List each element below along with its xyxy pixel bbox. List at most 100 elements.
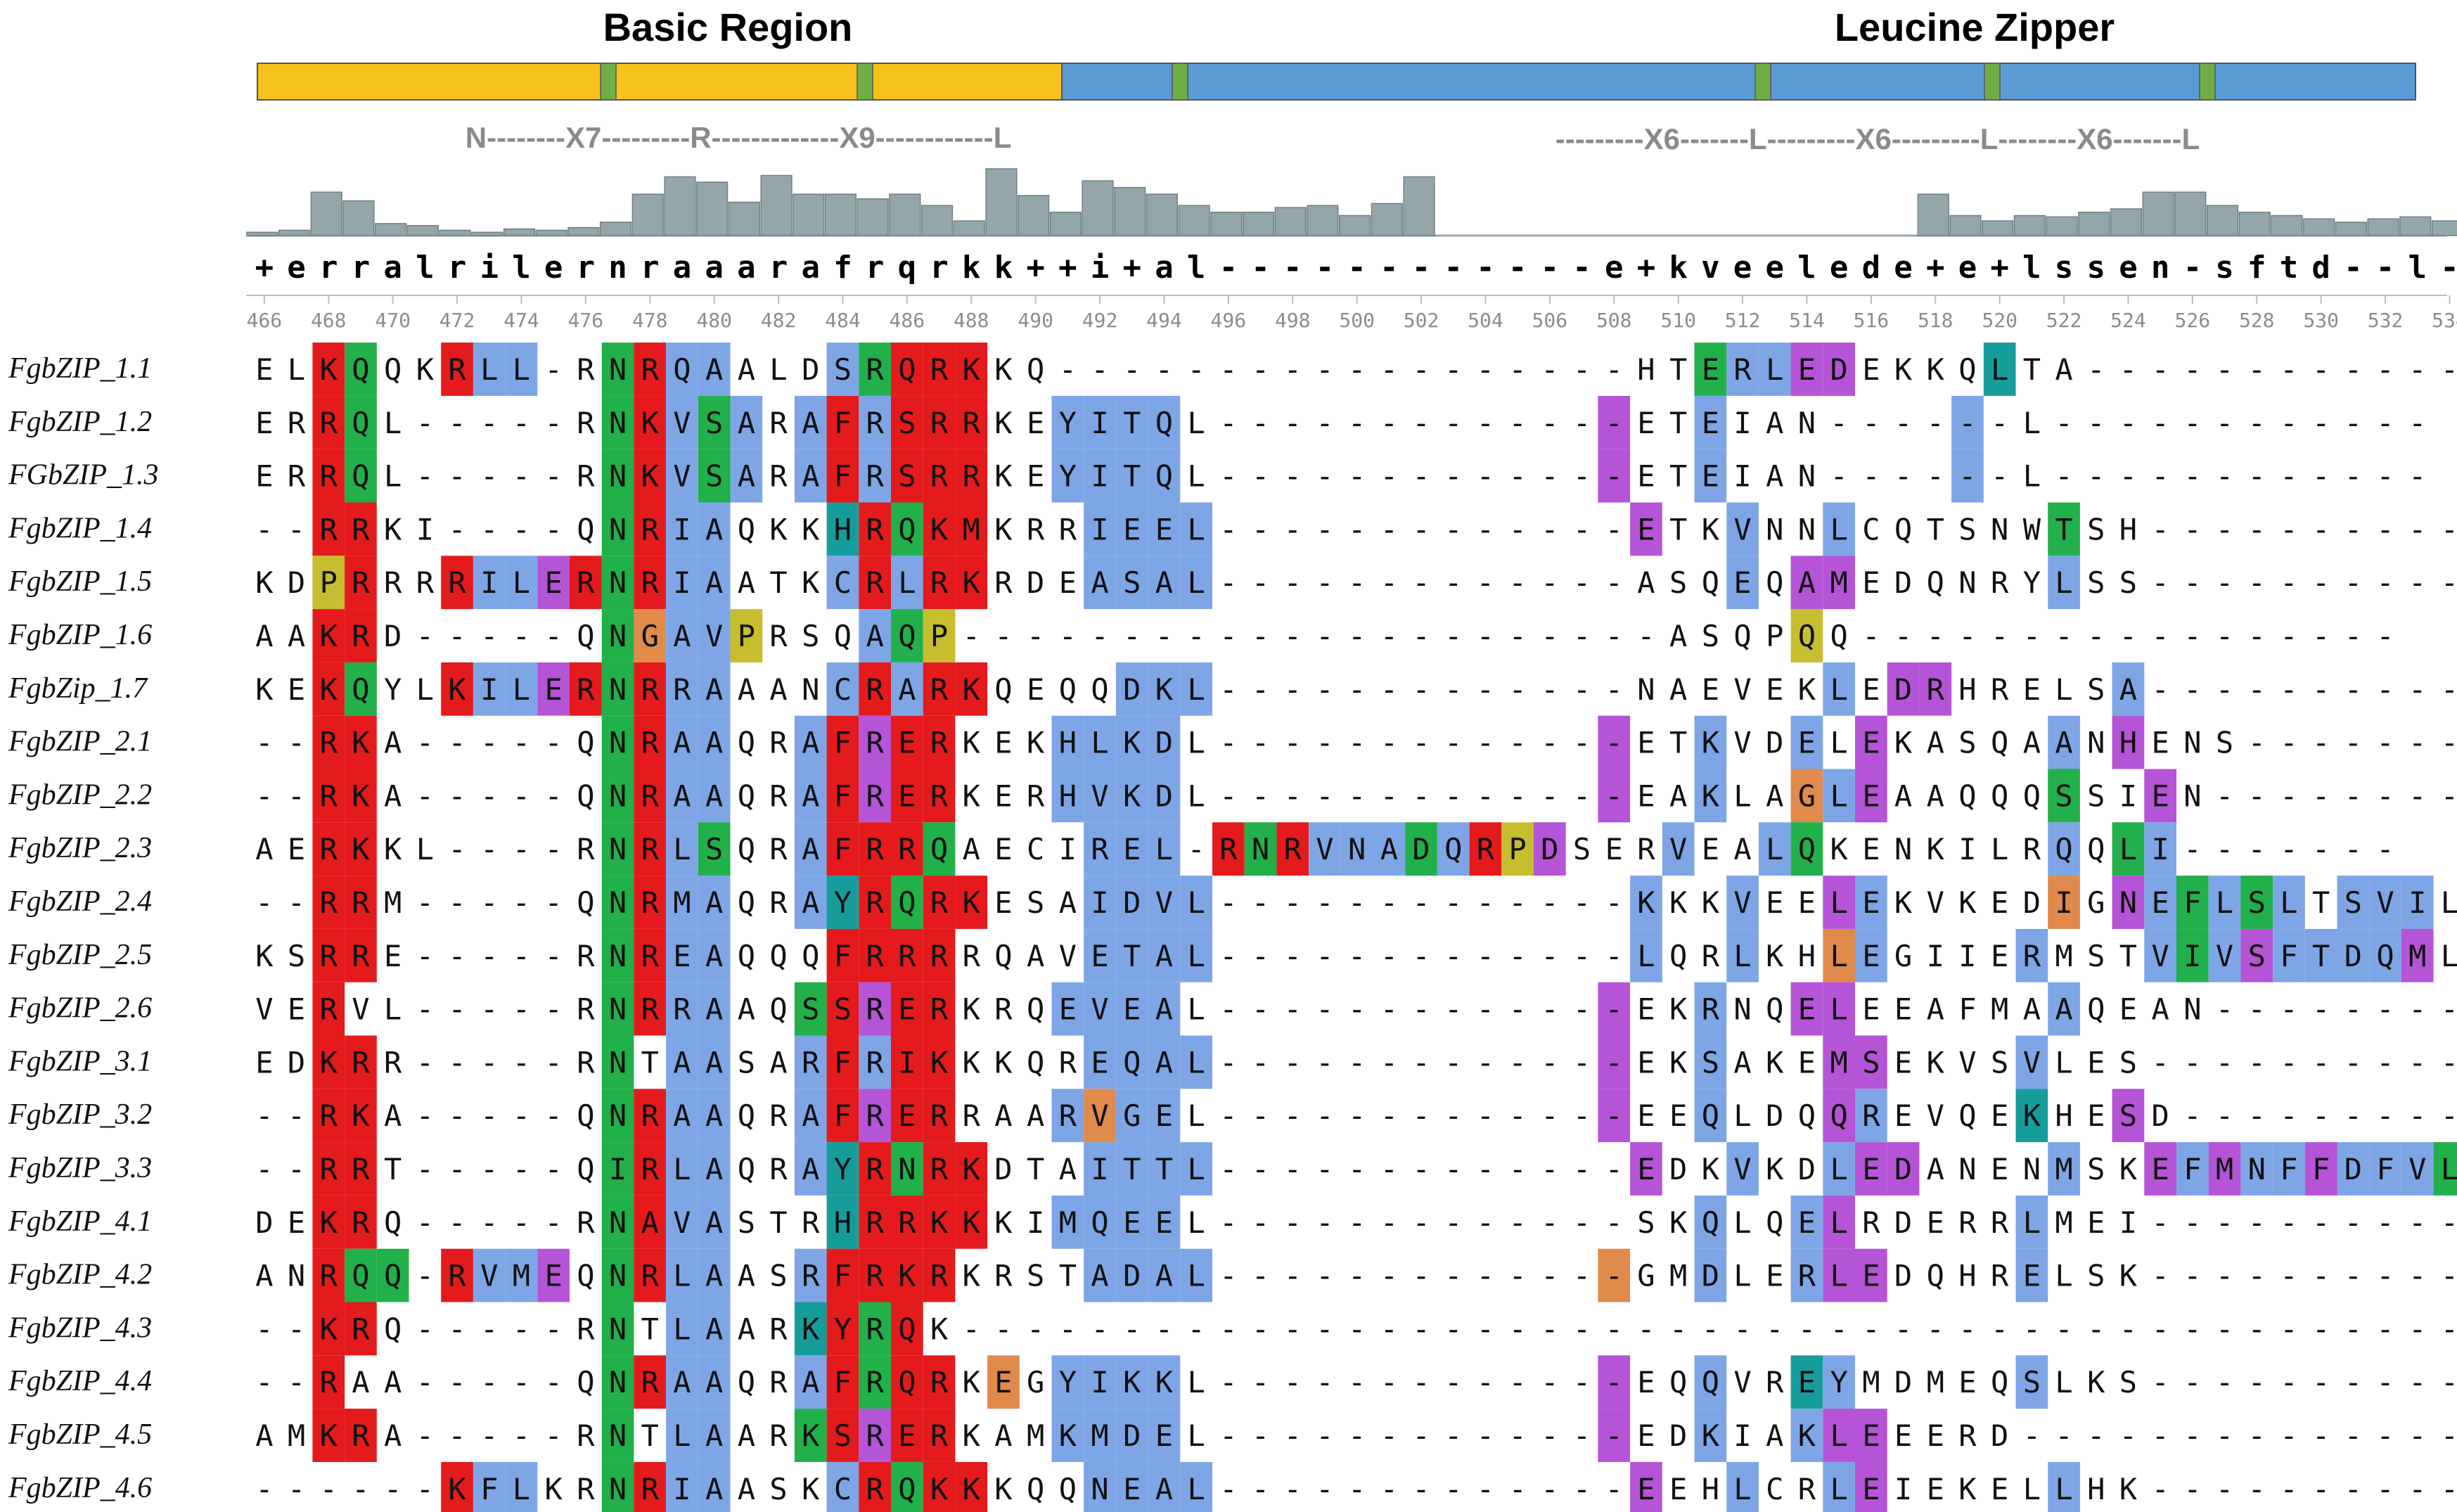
residue-highlight — [312, 609, 345, 662]
residue: - — [1412, 352, 1430, 387]
residue-highlight — [1115, 769, 1148, 823]
residue: - — [448, 779, 466, 813]
residue: - — [2441, 1205, 2457, 1240]
residue: R — [641, 726, 660, 760]
residue: Q — [738, 726, 755, 760]
residue: A — [1766, 406, 1783, 440]
residue-highlight — [1855, 1035, 1887, 1089]
residue: E — [1798, 1045, 1816, 1079]
residue-highlight — [859, 1248, 891, 1302]
residue: R — [930, 779, 949, 813]
residue: - — [1573, 1205, 1591, 1240]
residue: S — [2087, 1259, 2105, 1293]
residue: K — [352, 832, 370, 866]
residue: - — [2280, 832, 2297, 866]
residue: F — [1958, 992, 1976, 1027]
residue: R — [769, 1418, 788, 1453]
residue: - — [2408, 352, 2426, 387]
residue: - — [448, 1205, 466, 1240]
residue: - — [1477, 1365, 1494, 1399]
residue: A — [1766, 1418, 1783, 1453]
residue: L — [769, 352, 787, 387]
conservation-bar — [1018, 195, 1050, 236]
residue-highlight — [1823, 556, 1855, 610]
conservation-bar — [793, 193, 825, 236]
residue-highlight — [955, 1142, 988, 1196]
sequence-row: FgbZIP_1.4- - R R K I - - - - Q N R I A Q K K H R Q K M K R R I E E L… — [8, 502, 2457, 556]
residue-highlight — [794, 876, 827, 929]
residue: K — [930, 1045, 949, 1079]
consensus-char: - — [1476, 250, 1495, 286]
residue: K — [2119, 1152, 2138, 1186]
consensus-char: r — [769, 250, 788, 286]
residue: - — [2248, 406, 2266, 440]
residue: N — [609, 619, 627, 653]
residue-highlight — [826, 1302, 859, 1356]
residue: K — [1702, 512, 1720, 546]
residue-highlight — [345, 1035, 377, 1089]
residue: I — [1091, 885, 1108, 920]
residue: S — [1702, 1045, 1719, 1079]
sequence-name: FgbZIP_3.2 — [8, 1098, 152, 1131]
residue: - — [2441, 1365, 2457, 1399]
residue: Q — [1830, 619, 1848, 653]
residue: - — [2216, 779, 2233, 813]
position-label: 522 — [2046, 309, 2082, 332]
residue: E — [288, 672, 305, 707]
residue: - — [1477, 779, 1494, 813]
residue-highlight — [1823, 876, 1855, 929]
residue: - — [1219, 565, 1237, 600]
residue: - — [2280, 1365, 2297, 1399]
residue-highlight — [1180, 556, 1212, 610]
residue: R — [641, 672, 660, 707]
residue-highlight — [2015, 1248, 2048, 1302]
residue: A — [1798, 565, 1816, 600]
residue: A — [1027, 939, 1044, 973]
residue: S — [2248, 885, 2266, 920]
residue: R — [866, 992, 885, 1027]
position-label: 466 — [247, 309, 283, 332]
residue: A — [769, 1045, 787, 1079]
residue: L — [1830, 672, 1848, 707]
residue-highlight — [1694, 1355, 1727, 1409]
residue: - — [1573, 619, 1591, 653]
residue: - — [1541, 1205, 1558, 1240]
residue: - — [1380, 726, 1398, 760]
residue-highlight — [1469, 822, 1502, 876]
residue: - — [1830, 406, 1848, 440]
residue: Q — [738, 1365, 755, 1399]
residue: - — [2152, 406, 2169, 440]
residue: T — [1123, 939, 1141, 973]
residue: G — [641, 619, 659, 653]
residue: E — [1702, 832, 1719, 866]
residue: N — [609, 939, 627, 973]
residue: - — [1380, 1312, 1398, 1346]
sequence-name: FgbZIP_2.1 — [8, 726, 152, 758]
residue: R — [769, 832, 788, 866]
residue: E — [1798, 1365, 1816, 1399]
residue: A — [738, 1312, 755, 1346]
residue-highlight — [891, 1142, 923, 1196]
residue: - — [1702, 1312, 1719, 1346]
residue: - — [1252, 1205, 1269, 1240]
residue: E — [898, 1418, 916, 1453]
residue: V — [673, 406, 691, 440]
residue: E — [255, 1045, 273, 1079]
residue-highlight — [923, 502, 956, 556]
residue: - — [1412, 406, 1430, 440]
consensus-char: i — [480, 250, 499, 286]
residue-highlight — [1180, 1248, 1212, 1302]
residue-highlight — [666, 395, 698, 449]
residue: - — [2344, 1205, 2362, 1240]
residue-highlight — [312, 502, 345, 556]
residue: K — [963, 672, 981, 707]
residue: - — [2183, 1045, 2201, 1079]
conservation-bar — [1949, 214, 1982, 236]
residue: K — [2119, 1259, 2138, 1293]
residue: V — [1091, 1098, 1108, 1133]
residue: E — [1862, 939, 1880, 973]
residue: K — [930, 1205, 949, 1240]
residue-highlight — [1148, 928, 1181, 982]
residue: - — [480, 779, 498, 813]
sequence-row: FgbZIP_4.2 A N R Q Q - R V M E Q N R L A A S R F R K R K R S T A D A L… — [8, 1248, 2457, 1302]
